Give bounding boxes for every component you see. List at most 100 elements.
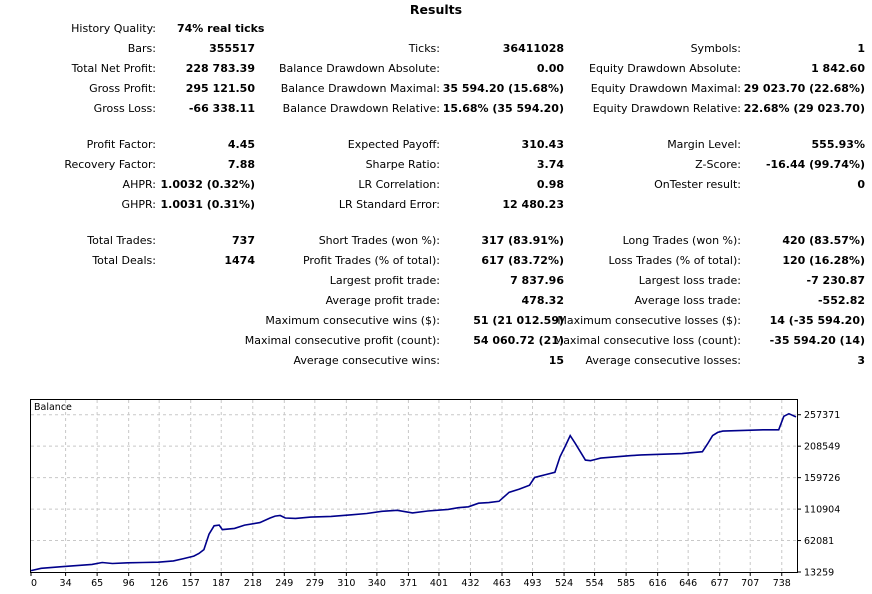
stat-value: 737: [232, 234, 255, 247]
y-tick-label: 208549: [804, 442, 840, 453]
stat-value: -35 594.20 (14): [769, 334, 865, 347]
stat-value: 295 121.50: [185, 82, 255, 95]
stat-label: Expected Payoff:: [347, 138, 440, 151]
stat-label: LR Standard Error:: [338, 198, 440, 211]
x-tick-label: 524: [555, 578, 573, 589]
stat-value: 3.74: [536, 158, 564, 171]
stat-value: -16.44 (99.74%): [765, 158, 865, 171]
chart-y-axis: 257371 208549 159726 110904 62081 13259: [797, 410, 840, 579]
stat-label: Balance Drawdown Relative:: [282, 102, 440, 115]
stat-value: 14 (-35 594.20): [769, 314, 865, 327]
x-tick-label: 249: [275, 578, 293, 589]
stat-value: 0.98: [536, 178, 564, 191]
x-tick-label: 157: [182, 578, 200, 589]
stat-value: 22.68% (29 023.70): [743, 102, 865, 115]
stat-label: Largest loss trade:: [638, 274, 741, 287]
stat-label: Recovery Factor:: [64, 158, 156, 171]
stat-label: Maximum consecutive wins ($):: [265, 314, 440, 327]
stat-value: 35 594.20 (15.68%): [442, 82, 564, 95]
stat-value: 1.0031 (0.31%): [160, 198, 256, 211]
stat-label: Profit Factor:: [86, 138, 156, 151]
stat-value: 51 (21 012.59): [473, 314, 564, 327]
stat-value: -7 230.87: [806, 274, 866, 287]
stat-label: Ticks:: [408, 42, 440, 55]
y-tick-label: 159726: [804, 473, 840, 484]
results-title: Results: [409, 2, 463, 17]
x-tick-label: 554: [586, 578, 604, 589]
stat-value: 1 842.60: [811, 62, 865, 75]
stat-value: 355517: [209, 42, 255, 55]
stat-label: Average consecutive losses:: [585, 354, 741, 367]
stat-value: 617 (83.72%): [481, 254, 564, 267]
x-tick-label: 738: [773, 578, 791, 589]
stat-value: 120 (16.28%): [782, 254, 865, 267]
stat-label: Balance Drawdown Absolute:: [278, 62, 440, 75]
x-tick-label: 585: [617, 578, 635, 589]
stat-label: Long Trades (won %):: [622, 234, 741, 247]
stat-label: Total Trades:: [87, 234, 156, 247]
stat-value: -66 338.11: [188, 102, 255, 115]
stat-label: Total Deals:: [92, 254, 156, 267]
stat-label: OnTester result:: [654, 178, 741, 191]
y-tick-label: 13259: [804, 568, 834, 579]
stat-value: 15: [548, 354, 564, 367]
stat-label: Equity Drawdown Relative:: [592, 102, 741, 115]
stat-value: 1474: [224, 254, 255, 267]
chart-x-axis: 0 34 65 96 126 157 187 218 249 279 310 340 371 401 432…: [30, 572, 791, 589]
stat-label: Gross Profit:: [89, 82, 156, 95]
stat-value: 29 023.70 (22.68%): [743, 82, 865, 95]
chart-legend-label: Balance: [34, 402, 72, 413]
balance-chart-svg: 0 34 65 96 126 157 187 218 249 279 310 340 371 401 432…: [30, 399, 840, 589]
stat-label: AHPR:: [122, 178, 156, 191]
stat-label: Z-Score:: [695, 158, 741, 171]
results-stats-table: History Quality: 74% real ticks Bars: 35551…: [64, 22, 866, 367]
stat-label: History Quality:: [71, 22, 156, 35]
x-tick-label: 616: [649, 578, 667, 589]
stat-label: Gross Loss:: [93, 102, 156, 115]
stat-label: Bars:: [127, 42, 156, 55]
stat-label: Sharpe Ratio:: [365, 158, 440, 171]
x-tick-label: 707: [741, 578, 759, 589]
stat-label: Maximum consecutive losses ($):: [557, 314, 741, 327]
stat-label: Maximal consecutive profit (count):: [244, 334, 440, 347]
stat-value: 12 480.23: [502, 198, 564, 211]
stat-label: Equity Drawdown Absolute:: [589, 62, 741, 75]
stat-label: LR Correlation:: [358, 178, 440, 191]
x-tick-label: 126: [150, 578, 168, 589]
stat-value: 3: [857, 354, 865, 367]
x-tick-label: 0: [31, 578, 37, 589]
stat-label: Equity Drawdown Maximal:: [590, 82, 741, 95]
x-tick-label: 187: [212, 578, 230, 589]
stat-value: 4.45: [227, 138, 255, 151]
chart-plot-area: [30, 399, 798, 573]
x-tick-label: 493: [523, 578, 541, 589]
balance-series-line: [30, 412, 797, 572]
x-tick-label: 677: [711, 578, 729, 589]
stat-label: Total Net Profit:: [71, 62, 156, 75]
stat-value: 74% real ticks: [177, 22, 265, 35]
x-tick-label: 371: [399, 578, 417, 589]
y-tick-label: 62081: [804, 536, 834, 547]
stat-value: -552.82: [817, 294, 865, 307]
stat-value: 478.32: [521, 294, 564, 307]
stat-label: Profit Trades (% of total):: [302, 254, 440, 267]
stat-label: Loss Trades (% of total):: [608, 254, 741, 267]
x-tick-label: 279: [306, 578, 324, 589]
stat-label: Largest profit trade:: [329, 274, 440, 287]
stat-value: 317 (83.91%): [481, 234, 564, 247]
chart-grid: [31, 400, 797, 572]
stat-label: Margin Level:: [667, 138, 741, 151]
x-tick-label: 65: [91, 578, 103, 589]
x-tick-label: 34: [60, 578, 72, 589]
x-tick-label: 340: [368, 578, 386, 589]
balance-chart: 0 34 65 96 126 157 187 218 249 279 310 340 371 401 432…: [30, 399, 872, 594]
x-tick-label: 401: [430, 578, 448, 589]
stat-value: 15.68% (35 594.20): [442, 102, 564, 115]
stat-value: 228 783.39: [185, 62, 255, 75]
stat-value: 7.88: [227, 158, 255, 171]
x-tick-label: 96: [123, 578, 135, 589]
stat-value: 0.00: [536, 62, 564, 75]
stat-label: Maximal consecutive loss (count):: [553, 334, 741, 347]
x-tick-label: 432: [461, 578, 479, 589]
stat-value: 420 (83.57%): [782, 234, 865, 247]
